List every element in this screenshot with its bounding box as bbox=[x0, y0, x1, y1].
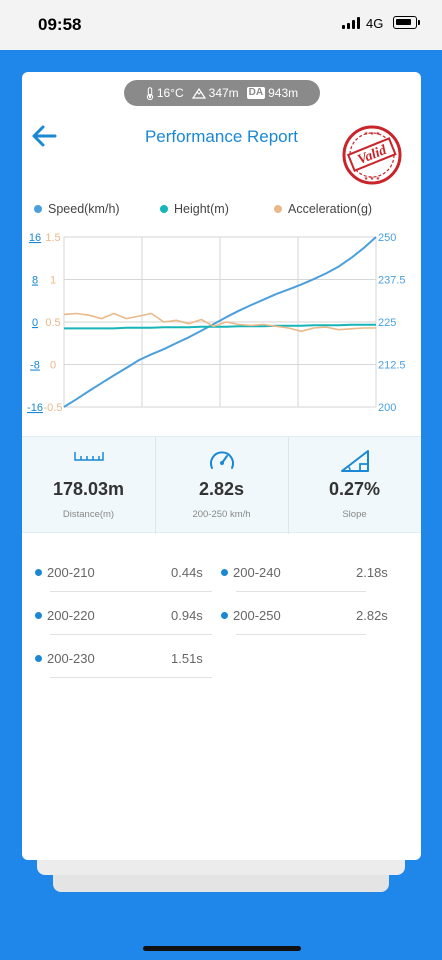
stat-slope-label: Slope bbox=[342, 509, 367, 520]
split-divider bbox=[236, 634, 366, 635]
svg-text:★ ★ ★: ★ ★ ★ bbox=[364, 176, 381, 182]
valid-stamp: Valid ★ ★ ★ ★ ★ ★ bbox=[342, 125, 402, 185]
stat-distance-value: 178.03m bbox=[52, 479, 125, 499]
battery-icon bbox=[393, 16, 420, 29]
status-bar: 09:58 4G bbox=[0, 0, 442, 50]
tick-label-height: 16 bbox=[29, 232, 41, 244]
signal-icon bbox=[342, 17, 360, 29]
thermometer-icon bbox=[146, 86, 154, 100]
tick-label-acceleration: 0 bbox=[50, 360, 56, 372]
legend-dot-acceleration bbox=[274, 205, 282, 213]
split-name: 200-230 bbox=[47, 651, 95, 666]
tick-label-height: 8 bbox=[32, 275, 38, 287]
split-dot bbox=[221, 612, 228, 619]
stat-time-value: 2.82s bbox=[198, 479, 245, 499]
density-altitude-item: DA 943m bbox=[246, 86, 299, 100]
temperature-item: 16°C bbox=[146, 86, 184, 100]
chart-legend: Speed(km/h) Height(m) Acceleration(g) bbox=[34, 202, 414, 218]
split-divider bbox=[236, 591, 366, 592]
split-name: 200-220 bbox=[47, 608, 95, 623]
legend-dot-speed bbox=[34, 205, 42, 213]
da-badge: DA bbox=[246, 87, 266, 99]
status-time: 09:58 bbox=[38, 15, 82, 34]
stat-time-label: 200-250 km/h bbox=[192, 509, 251, 520]
tick-label-acceleration: 1.5 bbox=[45, 232, 60, 244]
legend-height: Height(m) bbox=[160, 202, 229, 216]
mountain-icon bbox=[191, 87, 206, 99]
split-item: 200-240 2.18s bbox=[221, 563, 401, 583]
elevation-value: 347m bbox=[208, 86, 239, 100]
split-dot bbox=[221, 569, 228, 576]
density-altitude-value: 943m bbox=[268, 86, 299, 100]
legend-speed-label: Speed(km/h) bbox=[48, 202, 120, 216]
split-dot bbox=[35, 655, 42, 662]
split-name: 200-210 bbox=[47, 565, 95, 580]
ruler-icon bbox=[73, 449, 104, 468]
stat-slope-value: 0.27% bbox=[328, 479, 381, 499]
height-line bbox=[64, 323, 376, 330]
tick-label-speed: 212.5 bbox=[378, 360, 406, 372]
temperature-value: 16°C bbox=[156, 86, 184, 100]
split-item: 200-220 0.94s bbox=[35, 606, 215, 626]
tick-label-speed: 250 bbox=[378, 232, 396, 244]
svg-text:★ ★ ★: ★ ★ ★ bbox=[364, 131, 381, 137]
acceleration-line bbox=[63, 312, 376, 333]
stat-distance-label: Distance(m) bbox=[62, 509, 115, 520]
tick-label-speed: 237.5 bbox=[378, 275, 406, 287]
arrow-left-icon bbox=[32, 125, 57, 147]
legend-height-label: Height(m) bbox=[174, 202, 229, 216]
slope-icon bbox=[340, 449, 370, 478]
split-time: 0.94s bbox=[171, 608, 203, 623]
split-time: 1.51s bbox=[171, 651, 203, 666]
tick-label-acceleration: -0.5 bbox=[44, 402, 63, 414]
back-button[interactable] bbox=[30, 122, 62, 150]
split-dot bbox=[35, 612, 42, 619]
tick-label-speed: 225 bbox=[378, 317, 396, 329]
tick-label-height: 0 bbox=[32, 317, 38, 329]
split-dot bbox=[35, 569, 42, 576]
stat-distance: 178.03m Distance(m) bbox=[22, 437, 155, 534]
stat-slope: 0.27% Slope bbox=[288, 437, 421, 534]
elevation-item: 347m bbox=[191, 86, 239, 100]
legend-acceleration-label: Acceleration(g) bbox=[288, 202, 373, 216]
legend-acceleration: Acceleration(g) bbox=[274, 202, 372, 216]
stat-divider bbox=[288, 437, 289, 534]
legend-speed: Speed(km/h) bbox=[34, 202, 120, 216]
performance-chart: 16 8 0 -8 -16 1.5 1 0.5 0 -0.5 250 237.5 225 212.5 200 bbox=[27, 232, 406, 414]
speedometer-icon bbox=[208, 449, 236, 476]
split-time: 0.44s bbox=[171, 565, 203, 580]
split-divider bbox=[50, 591, 212, 592]
split-divider bbox=[50, 677, 212, 678]
split-item: 200-210 0.44s bbox=[35, 563, 215, 583]
split-time: 2.18s bbox=[356, 565, 388, 580]
split-divider bbox=[50, 634, 212, 635]
conditions-pill: 16°C 347m DA 943m bbox=[124, 80, 320, 106]
home-indicator bbox=[143, 946, 301, 951]
split-item: 200-250 2.82s bbox=[221, 606, 401, 626]
split-name: 200-250 bbox=[233, 608, 281, 623]
legend-dot-height bbox=[160, 205, 168, 213]
split-item: 200-230 1.51s bbox=[35, 649, 215, 669]
tick-label-height: -8 bbox=[30, 360, 40, 372]
tick-label-height: -16 bbox=[27, 402, 43, 414]
report-card: 16°C 347m DA 943m Performance Report Val… bbox=[22, 72, 421, 860]
tick-label-acceleration: 0.5 bbox=[45, 317, 60, 329]
tick-label-acceleration: 1 bbox=[50, 275, 56, 287]
page-title: Performance Report bbox=[144, 127, 299, 146]
stat-divider bbox=[155, 437, 156, 534]
split-time: 2.82s bbox=[356, 608, 388, 623]
stats-panel: 178.03m Distance(m) 2.82s 200-250 km/h 0… bbox=[22, 436, 421, 534]
network-label: 4G bbox=[366, 16, 384, 31]
speed-line bbox=[63, 236, 377, 408]
tick-label-speed: 200 bbox=[378, 402, 396, 414]
stat-time: 2.82s 200-250 km/h bbox=[155, 437, 288, 534]
split-name: 200-240 bbox=[233, 565, 281, 580]
